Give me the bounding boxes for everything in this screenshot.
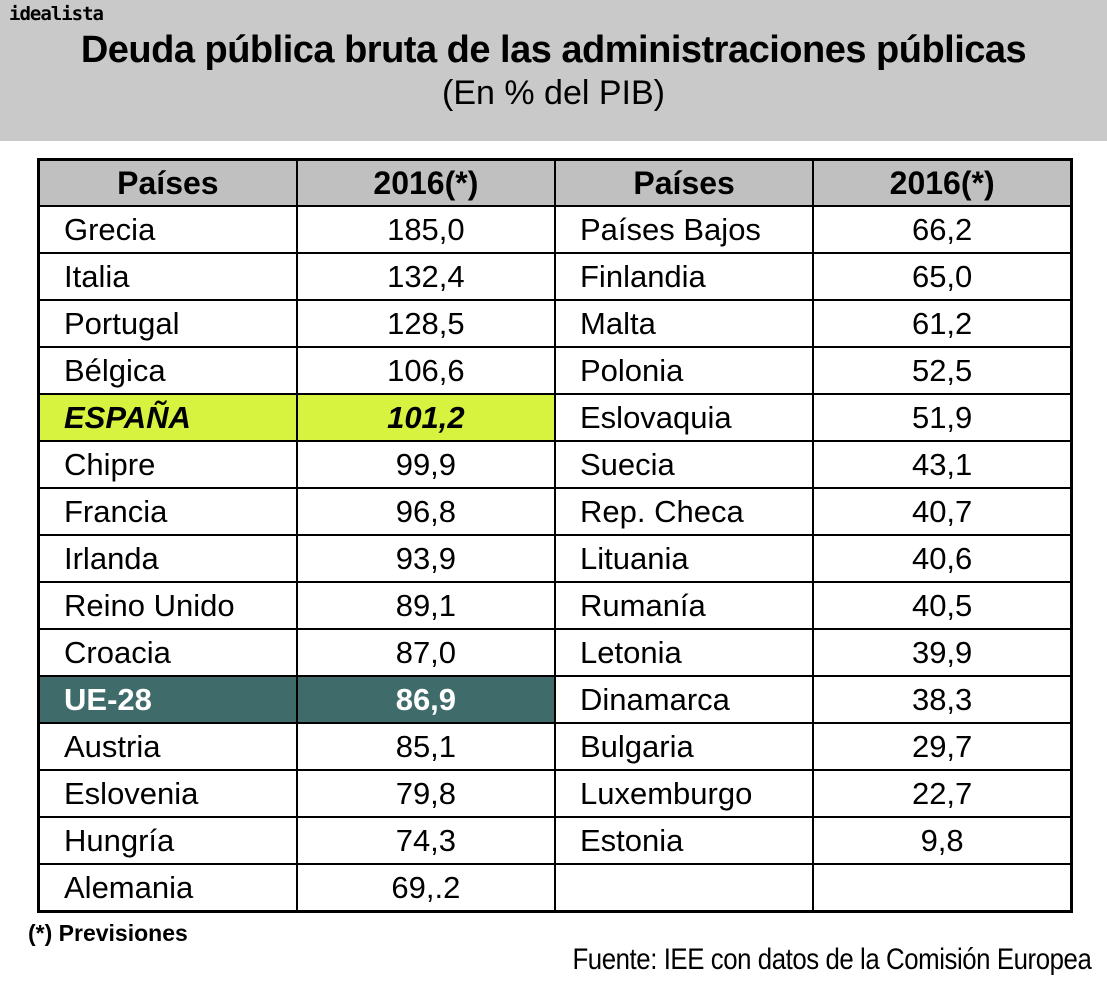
espana-row: ESPAÑA 101,2 Eslovaquia 51,9: [37, 393, 1073, 442]
column-header-2016-right: 2016(*): [812, 158, 1073, 207]
column-header-paises-left: Países: [37, 158, 298, 207]
table-row: Italia 132,4 Finlandia 65,0: [37, 252, 1073, 301]
value-cell: 65,0: [812, 252, 1073, 301]
country-cell: Lituania: [553, 534, 815, 583]
value-cell: 52,5: [812, 346, 1073, 395]
page-subtitle: (En % del PIB): [442, 73, 665, 112]
value-cell: 106,6: [295, 346, 557, 395]
country-cell: Suecia: [553, 440, 815, 489]
ue28-row: UE-28 86,9 Dinamarca 38,3: [37, 675, 1073, 724]
table-header-row: Países 2016(*) Países 2016(*): [37, 158, 1073, 207]
country-cell: Reino Unido: [37, 581, 298, 630]
table-row: Grecia 185,0 Países Bajos 66,2: [37, 205, 1073, 254]
table-row: Austria 85,1 Bulgaria 29,7: [37, 722, 1073, 771]
value-cell: 128,5: [295, 299, 557, 348]
country-cell: Rep. Checa: [553, 487, 815, 536]
country-cell: Malta: [553, 299, 815, 348]
value-cell-espana: 101,2: [295, 393, 557, 442]
value-cell: 22,7: [812, 769, 1073, 818]
country-cell: Portugal: [37, 299, 298, 348]
value-cell: 89,1: [295, 581, 557, 630]
idealista-logo: idealista: [9, 3, 104, 25]
value-cell: 51,9: [812, 393, 1073, 442]
country-cell: Finlandia: [553, 252, 815, 301]
value-cell-ue28: 86,9: [295, 675, 557, 724]
value-cell: 9,8: [812, 816, 1073, 865]
country-cell: Polonia: [553, 346, 815, 395]
value-cell: 132,4: [295, 252, 557, 301]
country-cell-espana: ESPAÑA: [37, 393, 298, 442]
country-cell: Grecia: [37, 205, 298, 254]
value-cell: 39,9: [812, 628, 1073, 677]
country-cell: Chipre: [37, 440, 298, 489]
value-cell: 61,2: [812, 299, 1073, 348]
country-cell: Bélgica: [37, 346, 298, 395]
value-cell: 69,.2: [295, 863, 557, 913]
country-cell: Francia: [37, 487, 298, 536]
country-cell: Luxemburgo: [553, 769, 815, 818]
country-cell: Alemania: [37, 863, 298, 913]
value-cell: 85,1: [295, 722, 557, 771]
country-cell-empty: [553, 863, 815, 913]
table-row: Francia 96,8 Rep. Checa 40,7: [37, 487, 1073, 536]
country-cell: Letonia: [553, 628, 815, 677]
column-header-2016-left: 2016(*): [295, 158, 557, 207]
header-band: idealista Deuda pública bruta de las adm…: [0, 0, 1107, 141]
country-cell: Austria: [37, 722, 298, 771]
country-cell: Bulgaria: [553, 722, 815, 771]
value-cell: 40,7: [812, 487, 1073, 536]
value-cell: 99,9: [295, 440, 557, 489]
debt-table: Países 2016(*) Países 2016(*) Grecia 185…: [37, 158, 1073, 913]
value-cell-empty: [812, 863, 1073, 913]
country-cell: Eslovenia: [37, 769, 298, 818]
value-cell: 93,9: [295, 534, 557, 583]
country-cell: Hungría: [37, 816, 298, 865]
value-cell: 96,8: [295, 487, 557, 536]
country-cell: Eslovaquia: [553, 393, 815, 442]
footer: (*) Previsiones Fuente: IEE con datos de…: [0, 913, 1107, 993]
value-cell: 38,3: [812, 675, 1073, 724]
footnote-previsiones: (*) Previsiones: [28, 920, 188, 946]
page-title: Deuda pública bruta de las administracio…: [80, 29, 1027, 71]
column-header-paises-right: Países: [553, 158, 815, 207]
country-cell-ue28: UE-28: [37, 675, 298, 724]
table-row: Irlanda 93,9 Lituania 40,6: [37, 534, 1073, 583]
value-cell: 79,8: [295, 769, 557, 818]
table-row: Reino Unido 89,1 Rumanía 40,5: [37, 581, 1073, 630]
country-cell: Italia: [37, 252, 298, 301]
country-cell: Países Bajos: [553, 205, 815, 254]
country-cell: Estonia: [553, 816, 815, 865]
table-row: Bélgica 106,6 Polonia 52,5: [37, 346, 1073, 395]
value-cell: 87,0: [295, 628, 557, 677]
value-cell: 40,5: [812, 581, 1073, 630]
value-cell: 185,0: [295, 205, 557, 254]
table-row: Chipre 99,9 Suecia 43,1: [37, 440, 1073, 489]
value-cell: 40,6: [812, 534, 1073, 583]
value-cell: 43,1: [812, 440, 1073, 489]
value-cell: 66,2: [812, 205, 1073, 254]
table-row: Portugal 128,5 Malta 61,2: [37, 299, 1073, 348]
value-cell: 29,7: [812, 722, 1073, 771]
table-row: Hungría 74,3 Estonia 9,8: [37, 816, 1073, 865]
country-cell: Rumanía: [553, 581, 815, 630]
table-row: Alemania 69,.2: [37, 863, 1073, 913]
country-cell: Croacia: [37, 628, 298, 677]
value-cell: 74,3: [295, 816, 557, 865]
table-row: Eslovenia 79,8 Luxemburgo 22,7: [37, 769, 1073, 818]
source-attribution: Fuente: IEE con datos de la Comisión Eur…: [572, 943, 1091, 976]
country-cell: Irlanda: [37, 534, 298, 583]
country-cell: Dinamarca: [553, 675, 815, 724]
table-row: Croacia 87,0 Letonia 39,9: [37, 628, 1073, 677]
